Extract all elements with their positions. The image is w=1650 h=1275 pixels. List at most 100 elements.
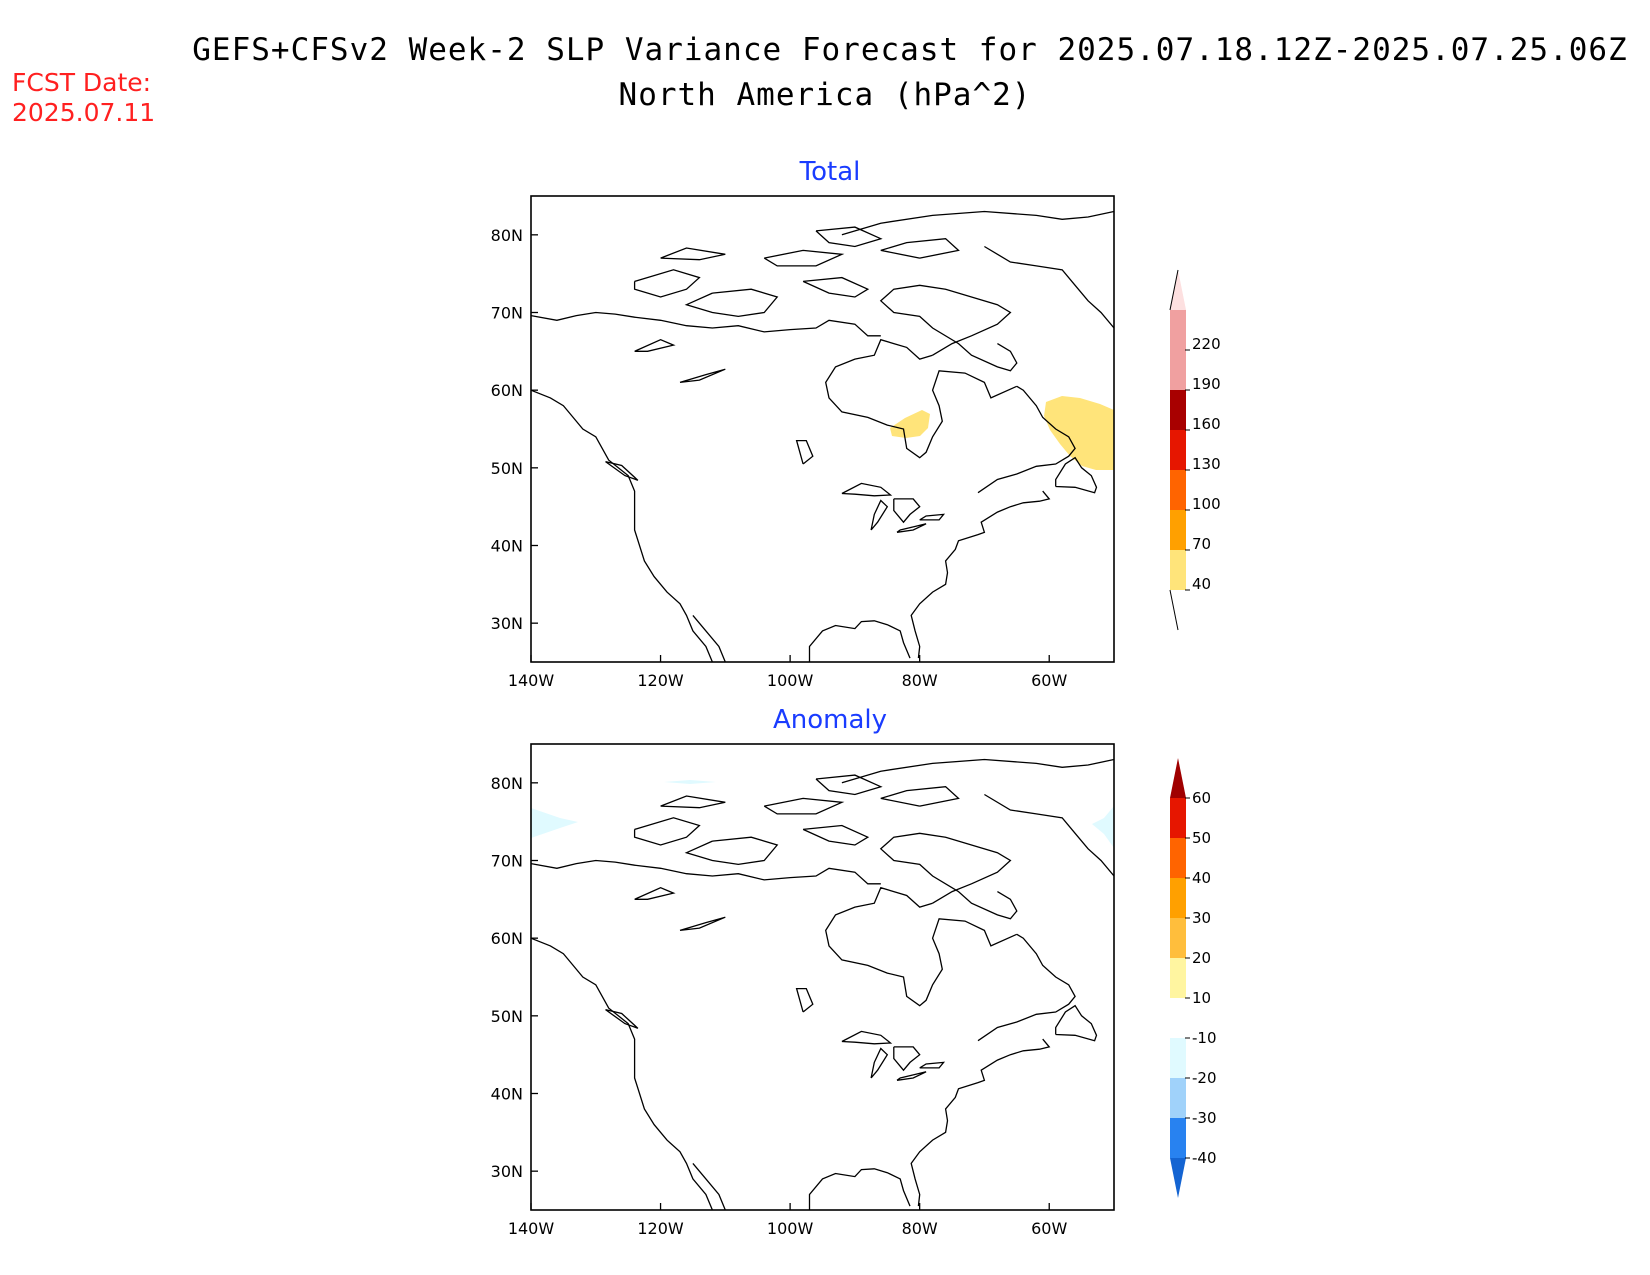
coast-segment bbox=[870, 499, 889, 531]
coast-segment bbox=[977, 933, 1076, 1042]
coast-segment bbox=[802, 276, 870, 298]
coast-segment bbox=[910, 490, 1051, 659]
colorbar-segment bbox=[1170, 310, 1186, 350]
coast-segment bbox=[679, 916, 726, 932]
coast-segment bbox=[763, 797, 845, 815]
shade-west-arctic bbox=[531, 808, 578, 838]
coast-segment bbox=[679, 368, 726, 384]
colorbar-outline bbox=[1169, 269, 1179, 311]
colorbar-segment bbox=[1170, 1118, 1186, 1158]
coast-segment bbox=[880, 238, 960, 259]
lat-tick-label: 40N bbox=[491, 537, 523, 556]
colorbar-label: -40 bbox=[1192, 1149, 1217, 1167]
colorbar-label: 30 bbox=[1192, 909, 1211, 927]
lon-tick-label: 140W bbox=[508, 671, 555, 690]
axis-ticks: 80N 70N 60N 50N 40N 30N 140W 120W 100W 80W 60W bbox=[491, 226, 1068, 690]
colorbar-segment bbox=[1170, 918, 1186, 958]
coast-segment bbox=[1055, 1004, 1098, 1042]
panel-title-anomaly: Anomaly bbox=[773, 705, 887, 735]
coast-segment bbox=[919, 513, 946, 521]
colorbar-total: 40 70 100 130 160 190 220 bbox=[1169, 269, 1221, 631]
lon-tick-label: 60W bbox=[1031, 671, 1067, 690]
lat-tick-label: 40N bbox=[491, 1085, 523, 1104]
lat-tick-label: 30N bbox=[491, 1162, 523, 1181]
anomaly-map-panel: 80N 70N 60N 50N 40N 30N 140W 120W 100W 80W 60W bbox=[491, 743, 1115, 1238]
shade-hudson-bay bbox=[890, 410, 930, 438]
colorbar-label: 70 bbox=[1192, 535, 1211, 553]
coast-segment bbox=[531, 937, 713, 1210]
coast-segment bbox=[605, 1008, 639, 1029]
colorbar-segment bbox=[1170, 878, 1186, 918]
colorbar-label: 190 bbox=[1192, 375, 1221, 393]
colorbar-label: 100 bbox=[1192, 495, 1221, 513]
coast-segment bbox=[825, 338, 1018, 459]
chart-subtitle: North America (hPa^2) bbox=[618, 77, 1032, 113]
coast-segment bbox=[763, 249, 845, 267]
coast-segment bbox=[795, 439, 814, 465]
lat-tick-label: 80N bbox=[491, 226, 523, 245]
coast-segment bbox=[977, 385, 1076, 494]
coast-segment bbox=[1055, 456, 1098, 494]
colorbar-outline bbox=[1169, 589, 1179, 631]
colorbar-bottom-triangle bbox=[1170, 1158, 1186, 1198]
chart-title: GEFS+CFSv2 Week-2 SLP Variance Forecast … bbox=[192, 32, 1628, 68]
colorbar-label: -10 bbox=[1192, 1029, 1217, 1047]
coast-segment bbox=[660, 247, 726, 261]
lat-tick-label: 80N bbox=[491, 774, 523, 793]
coast-segment bbox=[893, 1046, 921, 1072]
colorbar-top-triangle bbox=[1170, 270, 1186, 310]
coast-segment bbox=[879, 832, 1018, 920]
coast-segment bbox=[984, 245, 1114, 329]
colorbar-label: 40 bbox=[1192, 869, 1211, 887]
lat-tick-label: 70N bbox=[491, 304, 523, 323]
colorbar-label: 50 bbox=[1192, 829, 1211, 847]
colorbar-segment bbox=[1170, 838, 1186, 878]
coast-segment bbox=[919, 1061, 946, 1069]
coast-segment bbox=[815, 774, 883, 796]
colorbar-label: 60 bbox=[1192, 789, 1211, 807]
lat-tick-label: 30N bbox=[491, 614, 523, 633]
lat-tick-label: 50N bbox=[491, 1007, 523, 1026]
colorbar-segment bbox=[1170, 1038, 1186, 1078]
lat-tick-label: 60N bbox=[491, 381, 523, 400]
lon-tick-label: 80W bbox=[902, 671, 938, 690]
coast-segment bbox=[896, 523, 927, 533]
map-frame bbox=[530, 743, 1115, 1211]
map-frame bbox=[530, 195, 1115, 663]
coast-segment bbox=[684, 288, 779, 318]
coastline bbox=[531, 758, 1114, 1210]
coast-segment bbox=[634, 886, 676, 900]
fcst-date-value: 2025.07.11 bbox=[12, 98, 156, 127]
shade-north-strip bbox=[664, 780, 716, 784]
colorbar-segment bbox=[1170, 550, 1186, 590]
coast-segment bbox=[841, 758, 1114, 784]
colorbar-segment bbox=[1170, 430, 1186, 470]
axis-ticks: 80N 70N 60N 50N 40N 30N 140W 120W 100W 80W 60W bbox=[491, 774, 1068, 1238]
colorbar-anomaly: 60 50 40 30 20 10 -10 -20 -30 -40 bbox=[1170, 758, 1217, 1198]
colorbar-label: 20 bbox=[1192, 949, 1211, 967]
coast-segment bbox=[633, 817, 701, 846]
coast-segment bbox=[802, 824, 870, 846]
coast-segment bbox=[692, 614, 726, 662]
coast-segment bbox=[531, 859, 881, 885]
lon-tick-label: 120W bbox=[637, 671, 684, 690]
coast-segment bbox=[692, 1162, 726, 1210]
coast-segment bbox=[795, 987, 814, 1013]
colorbar-label: -30 bbox=[1192, 1109, 1217, 1127]
coast-segment bbox=[660, 795, 726, 809]
coast-segment bbox=[605, 460, 639, 481]
coast-segment bbox=[893, 498, 921, 524]
colorbar-segment bbox=[1170, 958, 1186, 998]
lon-tick-label: 80W bbox=[902, 1219, 938, 1238]
colorbar-segment bbox=[1170, 798, 1186, 838]
coast-segment bbox=[684, 836, 779, 866]
coast-segment bbox=[634, 338, 676, 352]
colorbar-label: -20 bbox=[1192, 1069, 1217, 1087]
lon-tick-label: 60W bbox=[1031, 1219, 1067, 1238]
colorbar-label: 130 bbox=[1192, 455, 1221, 473]
colorbar-segment bbox=[1170, 350, 1186, 390]
coast-segment bbox=[870, 1047, 889, 1079]
panel-title-total: Total bbox=[799, 157, 861, 187]
coast-segment bbox=[808, 1168, 911, 1210]
